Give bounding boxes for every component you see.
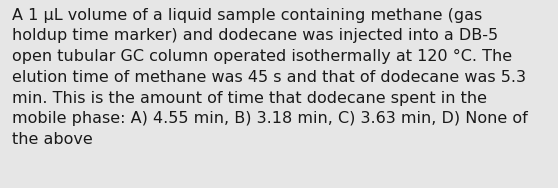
Text: A 1 μL volume of a liquid sample containing methane (gas
holdup time marker) and: A 1 μL volume of a liquid sample contain…: [12, 8, 528, 147]
